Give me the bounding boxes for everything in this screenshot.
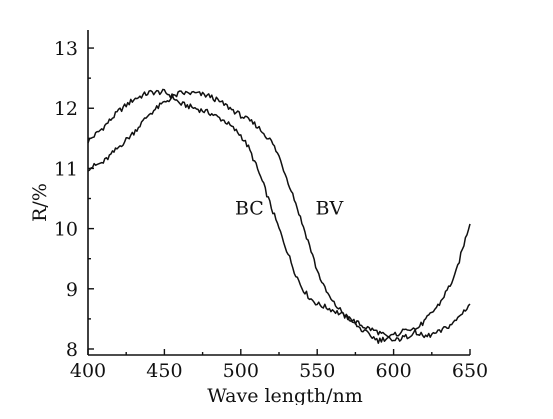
x-tick-label: 650 <box>452 360 488 382</box>
y-tick-label: 13 <box>54 38 78 60</box>
y-tick-label: 10 <box>54 219 78 241</box>
x-tick-label: 600 <box>375 360 411 382</box>
series-label-bv: BV <box>316 198 344 220</box>
series-label-bc: BC <box>235 198 264 220</box>
axes: 400 450 500 550 600 650 8 9 10 11 12 13 <box>54 30 488 382</box>
reflectance-chart: 400 450 500 550 600 650 8 9 10 11 12 13 BC BV Wave l… <box>29 30 488 405</box>
x-tick-label: 400 <box>70 360 106 382</box>
y-tick-label: 8 <box>66 339 78 361</box>
x-tick-label: 550 <box>299 360 335 382</box>
x-tick-label: 450 <box>146 360 182 382</box>
y-tick-label: 12 <box>54 98 78 120</box>
series-line-bv <box>87 90 471 344</box>
x-tick-label: 500 <box>223 360 259 382</box>
plot-area: BC BV <box>87 88 471 344</box>
y-tick-label: 9 <box>66 279 78 301</box>
y-axis-title: R/% <box>29 183 51 222</box>
y-tick-label: 11 <box>54 158 78 180</box>
x-axis-title: Wave length/nm <box>207 385 362 405</box>
series-line-bc <box>87 88 471 342</box>
